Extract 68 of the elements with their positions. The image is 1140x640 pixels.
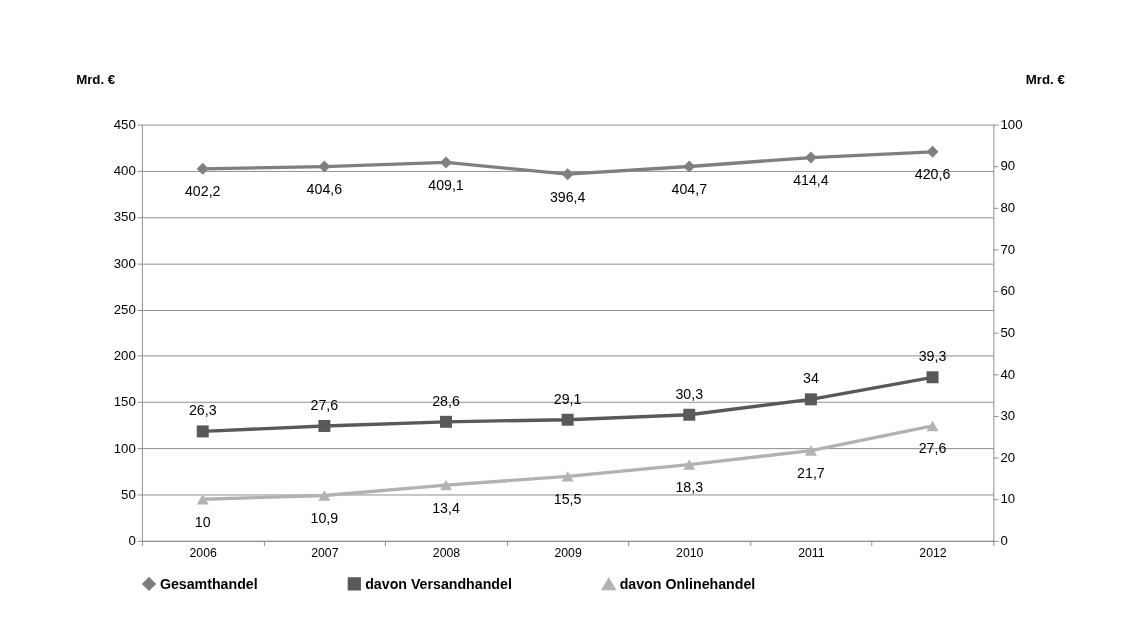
point xyxy=(440,415,452,428)
y2-tick-label: 70 xyxy=(1000,241,1016,257)
x-tick-label: 2006 xyxy=(189,546,218,561)
legend-label: davon Versandhandel xyxy=(365,575,512,592)
point xyxy=(683,459,696,470)
data-label: 13,4 xyxy=(432,499,460,516)
data-label: 409,1 xyxy=(428,176,464,193)
point xyxy=(561,471,574,482)
data-label: 404,6 xyxy=(306,181,343,198)
data-label: 29,1 xyxy=(553,390,582,407)
data-label: 21,7 xyxy=(797,464,825,481)
data-label: 26,3 xyxy=(188,402,217,419)
data-label: 30,3 xyxy=(675,385,704,402)
data-label: 34 xyxy=(803,370,819,387)
y-tick-label: 100 xyxy=(113,440,136,456)
y2-tick-label: 100 xyxy=(1000,116,1023,132)
y-tick-label: 450 xyxy=(113,116,136,132)
y-tick-label: 250 xyxy=(113,301,136,317)
point xyxy=(561,413,574,426)
data-label: 404,7 xyxy=(671,180,708,197)
point xyxy=(804,445,817,456)
point xyxy=(318,419,331,432)
data-label: 10 xyxy=(194,513,211,530)
y2-tick-label: 10 xyxy=(1000,491,1016,507)
point xyxy=(804,393,817,406)
point xyxy=(196,494,209,505)
data-label: 39,3 xyxy=(918,348,947,365)
y2-axis-title: Mrd. € xyxy=(1025,72,1066,88)
y-tick-label: 300 xyxy=(113,255,136,271)
data-label: 18,3 xyxy=(675,479,704,496)
y-tick-label: 0 xyxy=(128,533,136,549)
data-label: 10,9 xyxy=(310,509,339,526)
point xyxy=(926,420,939,432)
x-tick-label: 2010 xyxy=(676,546,704,561)
point xyxy=(318,490,331,501)
data-label: 402,2 xyxy=(184,183,221,200)
point xyxy=(440,479,452,491)
y2-tick-label: 0 xyxy=(1000,533,1008,549)
point xyxy=(196,425,209,438)
data-label: 27,6 xyxy=(918,440,947,457)
data-label: 396,4 xyxy=(549,188,586,205)
x-tick-label: 2007 xyxy=(311,546,339,561)
x-tick-label: 2009 xyxy=(554,546,582,561)
y-tick-label: 200 xyxy=(113,348,136,364)
y2-tick-label: 80 xyxy=(1000,200,1016,216)
legend-label: davon Onlinehandel xyxy=(619,576,756,592)
data-label: 28,6 xyxy=(432,392,460,409)
data-label: 15,5 xyxy=(553,490,582,507)
x-tick-label: 2008 xyxy=(432,546,461,561)
point xyxy=(926,371,939,384)
data-label: 414,4 xyxy=(793,171,829,188)
data-label: 27,6 xyxy=(310,396,339,413)
y2-tick-label: 60 xyxy=(1000,283,1016,299)
x-tick-label: 2012 xyxy=(919,546,947,561)
x-tick-label: 2011 xyxy=(798,546,825,561)
y-tick-label: 50 xyxy=(121,486,136,502)
y2-tick-label: 20 xyxy=(1000,449,1016,465)
y2-tick-label: 30 xyxy=(1000,408,1016,424)
point xyxy=(683,408,696,421)
legend-label: Gesamthandel xyxy=(159,575,258,592)
y2-tick-label: 90 xyxy=(1000,158,1016,174)
data-label: 420,6 xyxy=(914,166,951,183)
y2-tick-label: 40 xyxy=(1000,366,1016,382)
y2-tick-label: 50 xyxy=(1000,324,1016,340)
y-tick-label: 350 xyxy=(113,209,136,225)
y-tick-label: 150 xyxy=(113,394,136,410)
y-tick-label: 400 xyxy=(113,163,136,179)
y-axis-title: Mrd. € xyxy=(76,72,116,88)
